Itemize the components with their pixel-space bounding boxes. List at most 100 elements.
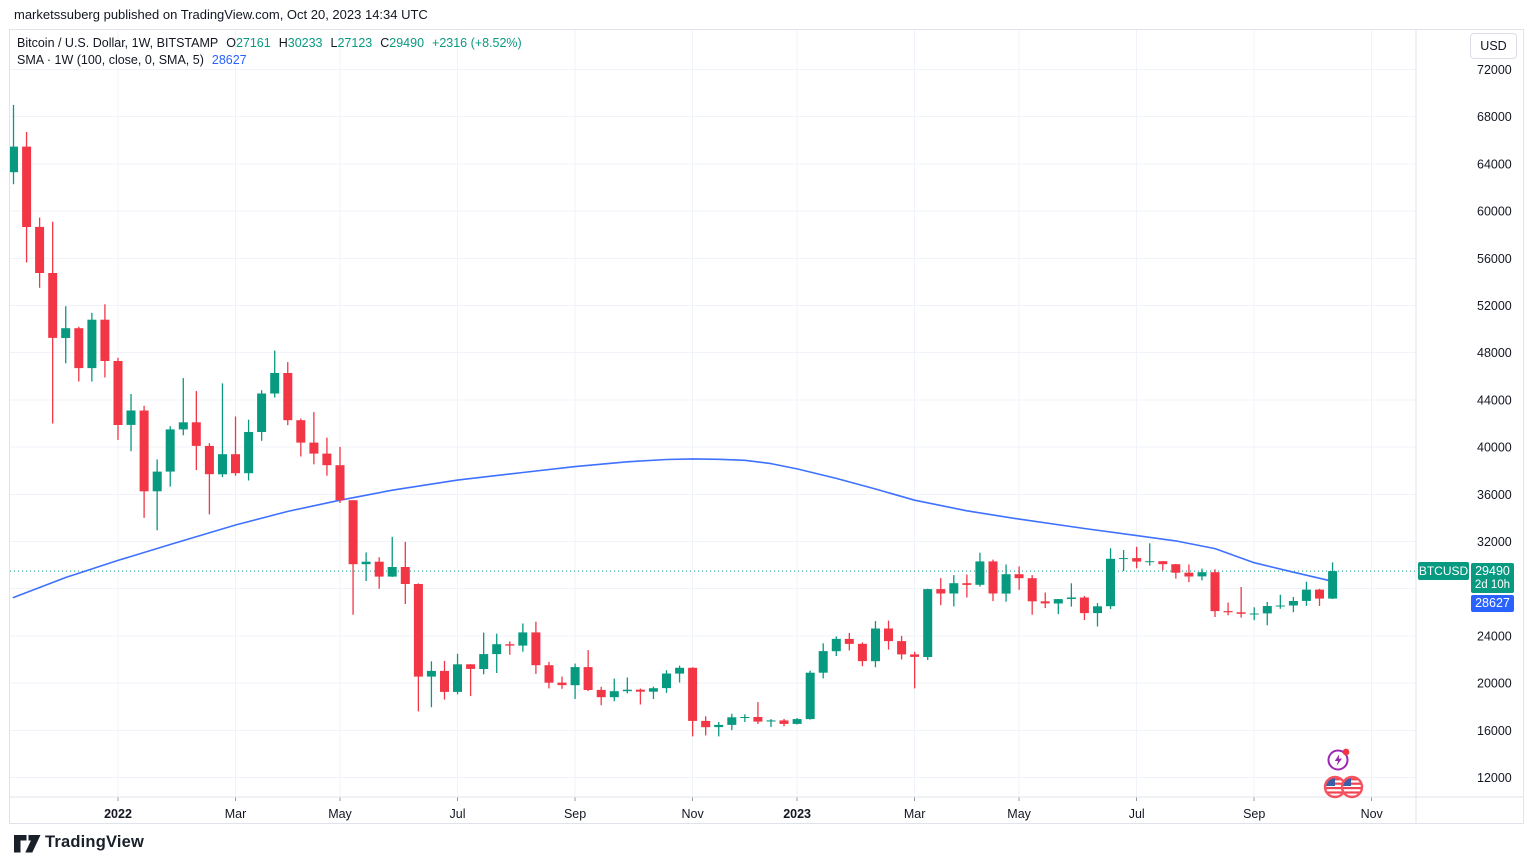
candle [518, 623, 528, 652]
candle [61, 306, 71, 364]
candle [884, 620, 893, 650]
candle [544, 661, 554, 689]
candle [244, 419, 254, 481]
candle [335, 446, 345, 503]
candle [857, 642, 867, 667]
candle [949, 575, 959, 607]
candle [609, 678, 619, 702]
ohlc-L: L27123 [330, 36, 373, 50]
price-tick-label: 72000 [1477, 63, 1512, 77]
candle [191, 391, 201, 471]
indicator-title[interactable]: SMA · 1W (100, close, 0, SMA, 5) [17, 53, 204, 67]
symbol-badge: BTCUSD [1418, 562, 1469, 580]
candle [453, 653, 462, 695]
candle [962, 574, 972, 598]
price-tick-label: 56000 [1477, 252, 1512, 266]
candle [792, 718, 802, 725]
tradingview-logo-icon [14, 835, 41, 853]
candle [1262, 601, 1272, 626]
time-axis-labels[interactable]: 2022 Mar May Jul Sep Nov 2023 Mar May Jul Sep Nov [104, 807, 1383, 821]
candle [740, 714, 750, 722]
time-tick-label: May [1007, 807, 1031, 821]
symbol-title[interactable]: Bitcoin / U.S. Dollar, 1W, BITSTAMP [17, 36, 219, 50]
sma-line [12, 458, 1334, 599]
candle [1053, 599, 1063, 615]
candle [479, 632, 489, 675]
candle [204, 443, 214, 515]
candle [988, 559, 998, 602]
candle [1249, 607, 1259, 621]
attribution-bar: marketssuberg published on TradingView.c… [0, 0, 1534, 29]
candle [1184, 564, 1194, 583]
grid [10, 30, 1416, 801]
flash-event-icon[interactable] [1325, 746, 1352, 773]
price-axis-labels[interactable]: 72000 68000 64000 60000 56000 52000 48000 44000… [1477, 63, 1512, 785]
candle [296, 418, 306, 457]
candle [596, 686, 606, 706]
time-tick-label: Mar [225, 807, 247, 821]
chart-card: 72000 68000 64000 60000 56000 52000 48000 44000… [9, 29, 1524, 824]
candle [1145, 543, 1155, 566]
candle [1197, 568, 1207, 581]
price-tick-label: 20000 [1477, 677, 1512, 691]
candle [1027, 575, 1037, 615]
candle [831, 636, 841, 656]
brand-name[interactable]: TradingView [45, 833, 145, 851]
candle [570, 663, 580, 699]
candle [126, 394, 136, 452]
change-value: +2316 (+8.52%) [432, 36, 522, 50]
candle [1106, 548, 1115, 610]
candle [466, 664, 476, 697]
symbol-row: Bitcoin / U.S. Dollar, 1W, BITSTAMP O271… [17, 35, 522, 52]
last-price-badge: 29490 2d 10h [1471, 563, 1514, 593]
candle [492, 633, 502, 673]
candle [818, 643, 828, 679]
candle [322, 437, 332, 476]
candle [283, 362, 293, 426]
candle [505, 641, 515, 655]
candle [531, 621, 541, 674]
price-tick-label: 64000 [1477, 157, 1512, 171]
price-tick-label: 36000 [1477, 488, 1512, 502]
chart-legend: Bitcoin / U.S. Dollar, 1W, BITSTAMP O271… [17, 35, 522, 69]
candle [218, 383, 227, 478]
candle [387, 536, 397, 577]
ohlc-O: O27161 [226, 36, 271, 50]
candle [1288, 597, 1298, 613]
us-flags-event-icon[interactable] [1322, 772, 1366, 802]
candle [622, 677, 632, 694]
candle [400, 541, 410, 604]
indicator-row: SMA · 1W (100, close, 0, SMA, 5) 28627 [17, 52, 522, 69]
indicator-value: 28627 [211, 53, 247, 67]
candle [22, 132, 32, 263]
candle [87, 312, 97, 382]
candle [805, 670, 815, 720]
candlestick-chart[interactable]: 72000 68000 64000 60000 56000 52000 48000 44000… [10, 30, 1523, 823]
candle [557, 676, 567, 689]
candle [152, 459, 162, 531]
candle [688, 667, 698, 737]
time-tick-label: Nov [1361, 807, 1384, 821]
candle [361, 552, 371, 581]
candle [1040, 592, 1050, 609]
candle [648, 686, 658, 699]
candle [662, 670, 671, 693]
candle [1119, 550, 1129, 571]
candle [413, 583, 423, 712]
candle [675, 665, 685, 683]
candle [35, 217, 45, 288]
price-tick-label: 32000 [1477, 535, 1512, 549]
candle [844, 632, 854, 651]
price-tick-label: 44000 [1477, 393, 1512, 407]
currency-toggle-button[interactable]: USD [1470, 33, 1517, 59]
candle [257, 390, 267, 441]
ohlc-values: O27161 H30233 L27123 C29490 [226, 35, 424, 52]
candle [113, 357, 123, 440]
candle [1066, 583, 1076, 607]
time-tick-label: Sep [564, 807, 586, 821]
price-tick-label: 48000 [1477, 346, 1512, 360]
candle [753, 702, 763, 724]
candle [766, 719, 776, 727]
candle [583, 650, 593, 692]
candle [440, 660, 449, 700]
